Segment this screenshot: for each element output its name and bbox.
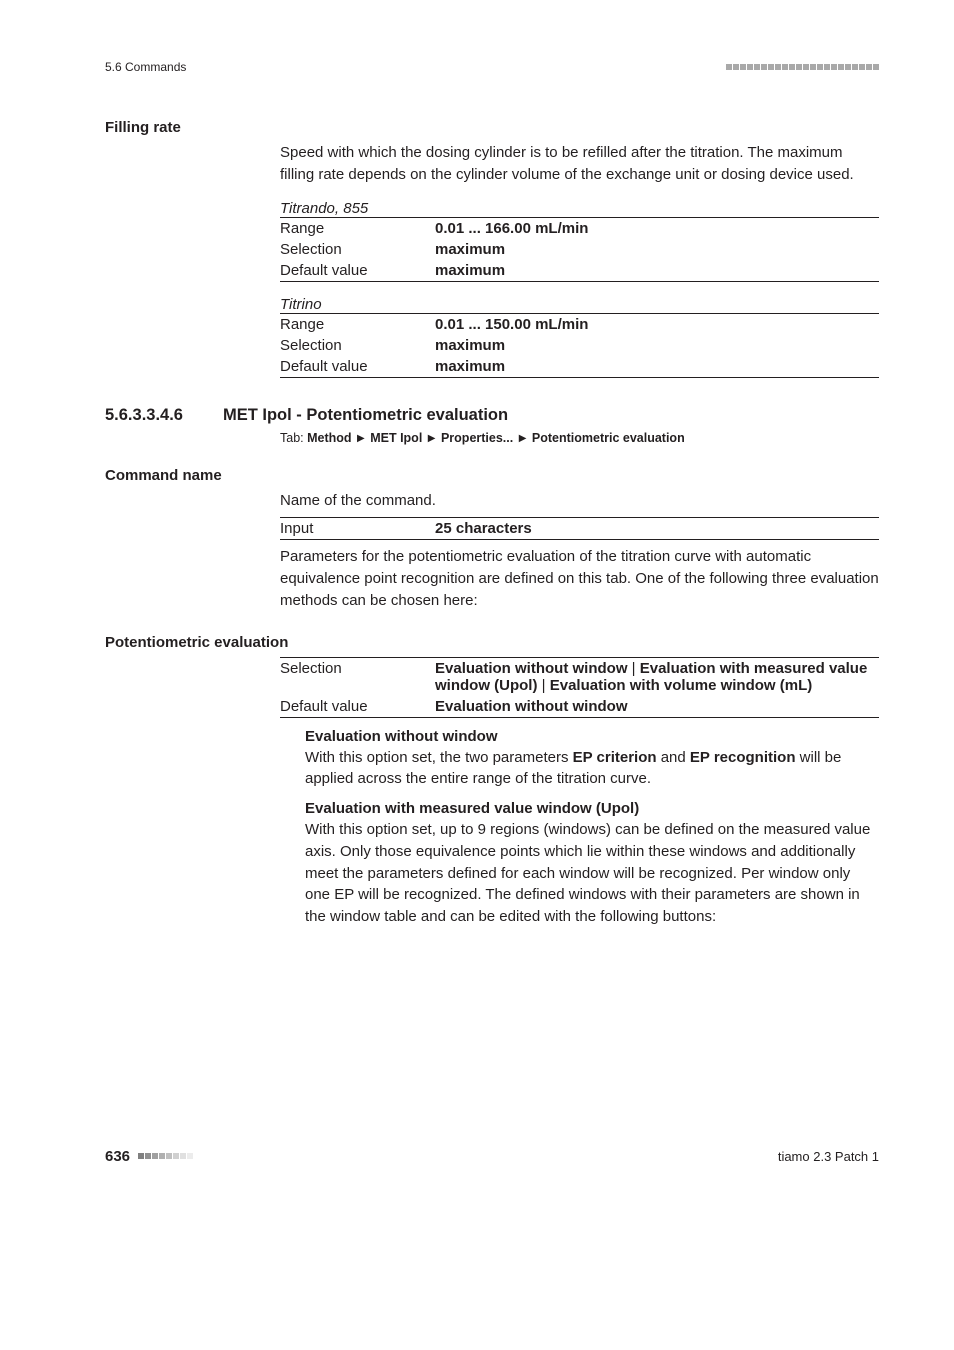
table-row: Default value maximum	[280, 356, 879, 378]
tab-part: MET Ipol	[370, 431, 422, 445]
range-label: Range	[280, 217, 435, 239]
table-row: Default value Evaluation without window	[280, 696, 879, 718]
default-value: Evaluation without window	[435, 696, 879, 718]
pot-eval-table: Selection Evaluation without window | Ev…	[280, 657, 879, 718]
table-row: Selection maximum	[280, 239, 879, 260]
group2-title: Titrino	[280, 296, 879, 313]
selection-value: Evaluation without window | Evaluation w…	[435, 657, 879, 696]
page-header: 5.6 Commands	[105, 60, 879, 74]
triangle-icon: ▶	[519, 433, 527, 444]
default-value: maximum	[435, 260, 879, 282]
default-label: Default value	[280, 356, 435, 378]
section-title: MET Ipol - Potentiometric evaluation	[223, 406, 508, 425]
triangle-icon: ▶	[357, 433, 365, 444]
group1-title: Titrando, 855	[280, 200, 879, 217]
range-value: 0.01 ... 150.00 mL/min	[435, 313, 879, 335]
tab-path: Tab: Method ▶ MET Ipol ▶ Properties... ▶…	[280, 431, 879, 445]
filling-rate-description: Speed with which the dosing cylinder is …	[280, 142, 879, 186]
selection-label: Selection	[280, 239, 435, 260]
footer-product: tiamo 2.3 Patch 1	[778, 1149, 879, 1164]
command-name-followup: Parameters for the potentiometric evalua…	[280, 546, 879, 611]
command-name-label: Command name	[105, 467, 879, 484]
table-row: Selection maximum	[280, 335, 879, 356]
page-footer: 636 tiamo 2.3 Patch 1	[105, 1148, 879, 1165]
group1-table: Range 0.01 ... 166.00 mL/min Selection m…	[280, 217, 879, 282]
opt1-title: Evaluation without window	[305, 728, 879, 745]
selection-value: maximum	[435, 335, 879, 356]
footer-left: 636	[105, 1148, 193, 1165]
tab-part: Potentiometric evaluation	[532, 431, 685, 445]
header-decoration	[726, 64, 879, 70]
command-name-table: Input 25 characters	[280, 517, 879, 540]
table-row: Default value maximum	[280, 260, 879, 282]
default-value: maximum	[435, 356, 879, 378]
selection-value: maximum	[435, 239, 879, 260]
section-heading: 5.6.3.3.4.6 MET Ipol - Potentiometric ev…	[105, 406, 879, 425]
range-value: 0.01 ... 166.00 mL/min	[435, 217, 879, 239]
table-row: Range 0.01 ... 150.00 mL/min	[280, 313, 879, 335]
table-row: Selection Evaluation without window | Ev…	[280, 657, 879, 696]
range-label: Range	[280, 313, 435, 335]
bold-term: EP recognition	[690, 749, 796, 766]
group2-table: Range 0.01 ... 150.00 mL/min Selection m…	[280, 313, 879, 378]
input-value: 25 characters	[435, 518, 879, 540]
footer-decoration	[138, 1153, 193, 1159]
text-part: With this option set, the two parameters	[305, 749, 573, 766]
table-row: Range 0.01 ... 166.00 mL/min	[280, 217, 879, 239]
page-number: 636	[105, 1148, 130, 1165]
bold-term: EP criterion	[573, 749, 657, 766]
selection-label: Selection	[280, 335, 435, 356]
selection-option: Evaluation without window	[435, 660, 628, 677]
opt2-text: With this option set, up to 9 regions (w…	[305, 819, 879, 928]
input-label: Input	[280, 518, 435, 540]
tab-part: Method	[307, 431, 351, 445]
table-row: Input 25 characters	[280, 518, 879, 540]
section-number: 5.6.3.3.4.6	[105, 406, 183, 425]
selection-label: Selection	[280, 657, 435, 696]
filling-rate-label: Filling rate	[105, 119, 879, 136]
tab-part: Properties...	[441, 431, 513, 445]
selection-option: Evaluation with volume window (mL)	[550, 677, 813, 694]
default-label: Default value	[280, 696, 435, 718]
header-section-ref: 5.6 Commands	[105, 60, 186, 74]
pot-eval-label: Potentiometric evaluation	[105, 634, 879, 651]
default-label: Default value	[280, 260, 435, 282]
opt2-title: Evaluation with measured value window (U…	[305, 800, 879, 817]
command-name-description: Name of the command.	[280, 490, 879, 512]
triangle-icon: ▶	[428, 433, 436, 444]
tab-prefix: Tab:	[280, 431, 307, 445]
text-part: and	[657, 749, 690, 766]
opt1-text: With this option set, the two parameters…	[305, 747, 879, 791]
